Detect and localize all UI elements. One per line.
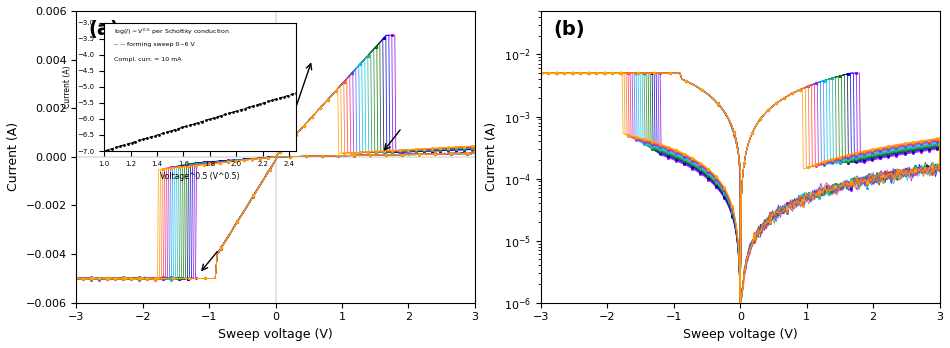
X-axis label: Sweep voltage (V): Sweep voltage (V) [218, 328, 333, 341]
Text: (b): (b) [553, 20, 584, 39]
Y-axis label: Current (A): Current (A) [7, 122, 20, 191]
Y-axis label: Current (A): Current (A) [485, 122, 499, 191]
X-axis label: Sweep voltage (V): Sweep voltage (V) [683, 328, 798, 341]
Text: (a): (a) [88, 20, 119, 39]
